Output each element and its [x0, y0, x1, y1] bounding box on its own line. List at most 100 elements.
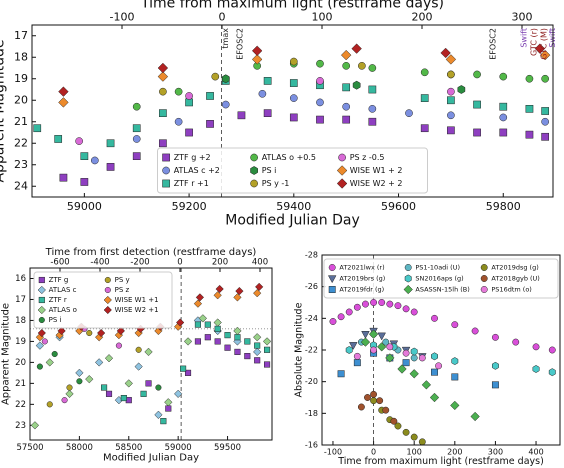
- marker: [378, 299, 386, 306]
- plot-frame: [29, 267, 273, 441]
- marker: [451, 321, 459, 329]
- x-axis-title: Time from maximum light (restframe days): [337, 456, 544, 467]
- marker: [447, 70, 455, 79]
- marker: [364, 394, 371, 401]
- marker: [140, 390, 147, 397]
- marker: [164, 398, 173, 407]
- marker: [263, 109, 272, 118]
- legend-marker: [38, 276, 45, 284]
- annotation: Swift: [520, 28, 529, 48]
- marker: [386, 300, 394, 308]
- marker: [405, 109, 413, 118]
- legend-marker: [104, 276, 111, 284]
- legend-label: ZTF g: [49, 276, 69, 284]
- marker: [525, 130, 534, 139]
- marker: [144, 347, 153, 357]
- y-tick-label: 23: [14, 158, 28, 171]
- plot-frame: [31, 24, 554, 198]
- x-tick-label: 59800: [486, 200, 521, 213]
- marker: [499, 113, 508, 122]
- legend-label: ATLAS c: [49, 286, 77, 294]
- marker: [36, 363, 43, 370]
- x-tick-label: 59600: [381, 200, 416, 213]
- y-tick-label: 19: [15, 337, 26, 347]
- legend-label: PS i: [262, 166, 277, 175]
- legend-marker: [37, 285, 46, 295]
- marker: [264, 361, 271, 368]
- marker: [233, 293, 242, 302]
- marker: [435, 362, 443, 370]
- marker: [539, 49, 551, 61]
- y-tick-label: -22: [305, 346, 318, 355]
- marker: [473, 128, 481, 137]
- y-tick-label: -24: [305, 314, 318, 323]
- marker: [534, 43, 546, 54]
- marker: [352, 80, 361, 90]
- marker: [402, 349, 410, 357]
- annotation: GTC (M): [539, 28, 548, 60]
- marker: [342, 102, 351, 111]
- y-tick-label: 22: [15, 400, 26, 410]
- legend-marker: [38, 296, 45, 304]
- marker: [51, 350, 58, 358]
- marker: [431, 352, 438, 361]
- marker: [135, 346, 142, 353]
- marker: [224, 332, 231, 339]
- marker: [382, 338, 390, 346]
- legend-label: ATLAS o: [49, 306, 77, 314]
- legend-marker: [327, 275, 337, 284]
- marker: [445, 54, 457, 65]
- x-tick-label: 400: [528, 448, 543, 457]
- marker: [420, 68, 429, 77]
- marker: [418, 354, 426, 362]
- marker: [213, 318, 222, 327]
- marker: [41, 338, 48, 345]
- legend-label: AT2021lwx (r): [339, 264, 384, 272]
- marker: [33, 124, 42, 133]
- marker: [345, 346, 353, 354]
- marker: [213, 291, 222, 300]
- marker: [157, 62, 169, 74]
- marker: [394, 422, 402, 430]
- marker: [342, 83, 351, 92]
- y-tick-label: -20: [305, 377, 318, 386]
- marker: [65, 389, 74, 398]
- marker: [258, 89, 267, 98]
- marker: [45, 358, 54, 367]
- legend-marker: [250, 179, 258, 188]
- legend-label: PS i: [49, 316, 62, 324]
- marker: [447, 96, 455, 105]
- legend-label: ASASSN-15lh (B): [415, 286, 469, 294]
- marker: [159, 109, 167, 118]
- marker: [342, 62, 351, 70]
- marker: [214, 325, 221, 332]
- annotation: EFOSC2: [236, 28, 245, 60]
- marker: [362, 300, 369, 308]
- legend-marker: [103, 305, 112, 315]
- legend-marker: [162, 166, 170, 175]
- marker: [370, 299, 378, 306]
- y-axis-title: Apparent Magnitude: [0, 40, 8, 183]
- legend-label: PS z: [115, 286, 130, 294]
- marker: [541, 107, 549, 115]
- marker: [106, 139, 115, 148]
- y-tick-label: 18: [14, 50, 28, 63]
- marker: [431, 314, 438, 322]
- annotation: Swift: [548, 28, 557, 48]
- marker: [132, 152, 141, 161]
- marker: [377, 342, 387, 352]
- marker: [548, 368, 556, 377]
- marker: [473, 100, 481, 109]
- marker: [195, 293, 205, 302]
- legend-marker: [250, 153, 258, 162]
- marker: [193, 299, 203, 308]
- marker: [61, 397, 68, 404]
- y-tick-label: 20: [14, 93, 28, 106]
- plot-frame: [321, 254, 561, 446]
- marker: [358, 62, 366, 70]
- marker: [337, 370, 345, 378]
- marker: [447, 111, 455, 120]
- marker: [409, 369, 419, 379]
- y-tick-label: -16: [305, 441, 318, 450]
- legend-label: AT2019brs (g): [339, 275, 385, 283]
